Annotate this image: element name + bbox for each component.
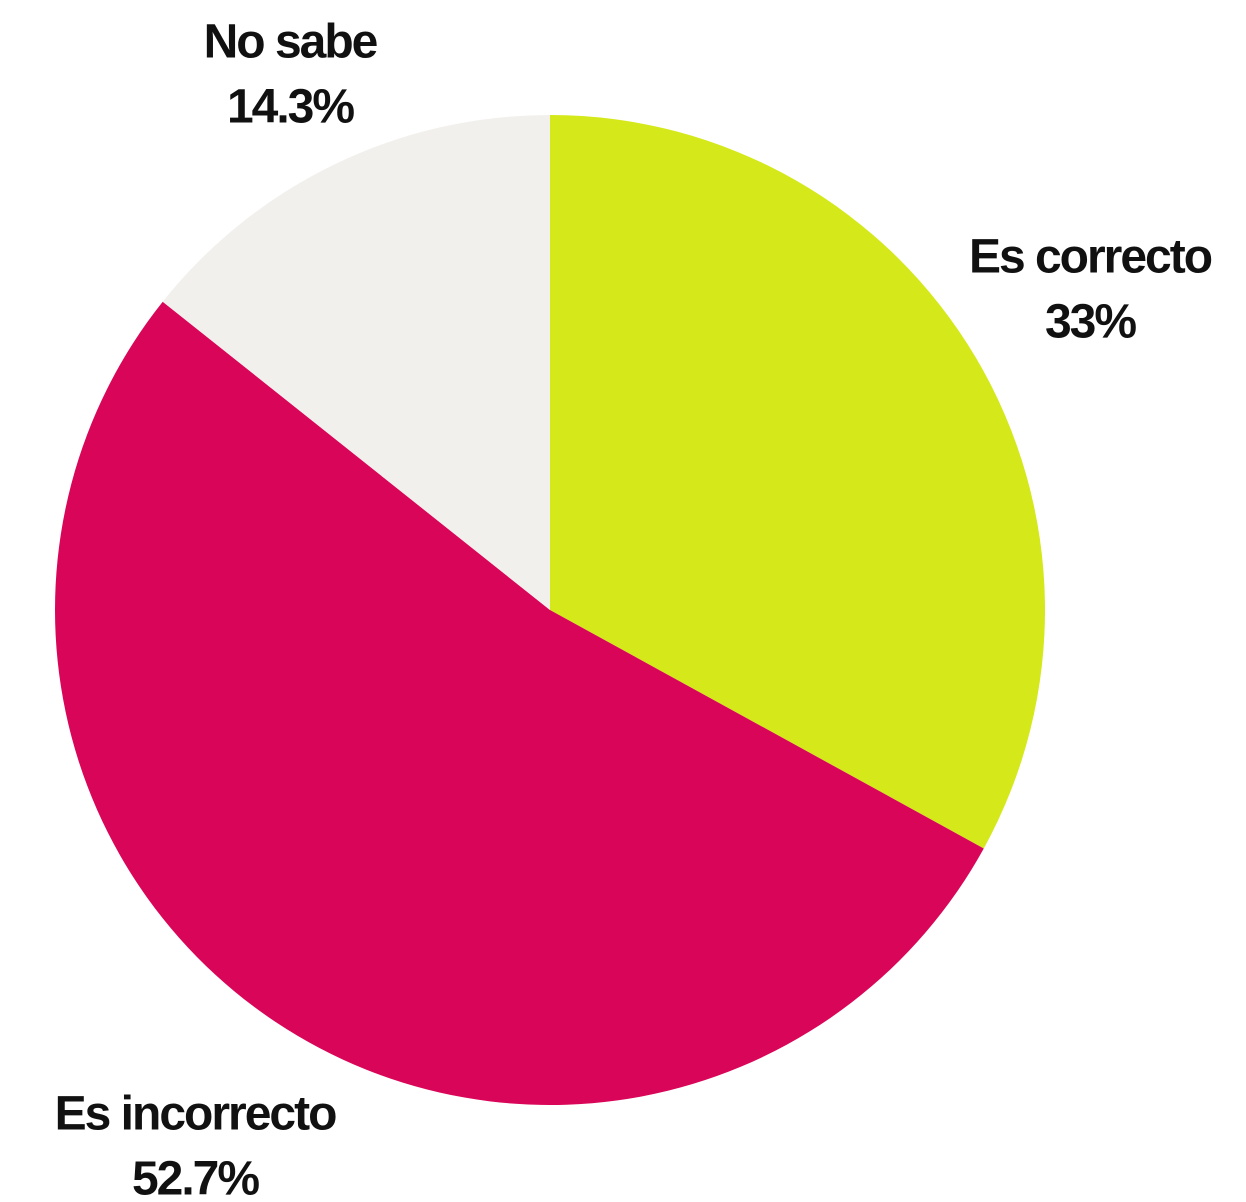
pie-slice bbox=[550, 115, 1045, 849]
slice-label: Es correcto bbox=[969, 231, 1212, 284]
value-label: 52.7% bbox=[132, 1153, 259, 1202]
value-label: 14.3% bbox=[227, 81, 354, 134]
slice-label: Es incorrecto bbox=[55, 1088, 336, 1141]
pie-slice bbox=[162, 115, 550, 610]
value-label: 33% bbox=[1045, 296, 1136, 349]
pie-slice bbox=[55, 301, 984, 1105]
slice-label: No sabe bbox=[204, 16, 378, 69]
